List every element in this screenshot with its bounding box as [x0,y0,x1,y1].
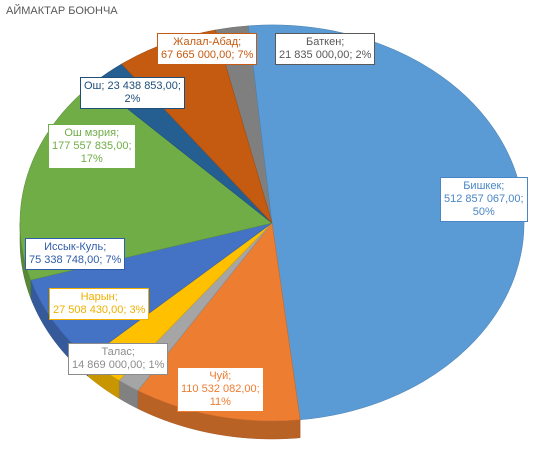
data-label-line: 14 869 000,00; 1% [72,359,165,371]
data-label-5: Иссык-Куль; 75 338 748,00; 7% [25,238,126,270]
data-label-3: Талас; 14 869 000,00; 1% [68,343,169,375]
data-label-line: 50% [472,206,495,218]
data-label-line: 2% [124,93,141,105]
data-label-line: 75 338 748,00; 7% [29,254,122,266]
data-label-0: Баткен; 21 835 000,00; 2% [275,33,376,65]
data-label-6: Ош мэрия; 177 557 835,00; 17% [48,124,136,169]
data-label-line: Бишкек; [463,180,505,192]
data-label-2: Чуй; 110 532 082,00; 11% [177,367,264,412]
data-label-line: Ош; 23 438 853,00; [84,80,181,92]
chart-title: АЙМАКТАР БОЮНЧА [6,5,118,17]
data-label-line: Иссык-Куль; [44,241,107,253]
data-label-line: Чуй; [209,370,232,382]
data-label-line: Талас; [101,346,135,358]
data-label-line: 27 508 430,00; 3% [53,304,146,316]
data-label-line: Баткен; [306,36,345,48]
data-label-1: Бишкек; 512 857 067,00; 50% [440,177,528,222]
data-label-4: Нарын; 27 508 430,00; 3% [49,288,150,320]
data-label-line: Нарын; [80,291,118,303]
data-label-line: Жалал-Абад; [173,36,242,48]
data-label-8: Жалал-Абад; 67 665 000,00; 7% [157,33,258,65]
data-label-line: 177 557 835,00; [52,140,132,152]
data-label-7: Ош; 23 438 853,00; 2% [80,77,185,109]
data-label-line: 11% [209,396,231,408]
data-label-line: 17% [80,153,103,165]
data-label-line: Ош мэрия; [64,127,120,139]
data-label-line: 110 532 082,00; [181,383,260,395]
data-label-line: 21 835 000,00; 2% [279,49,372,61]
data-label-line: 67 665 000,00; 7% [161,49,254,61]
data-label-line: 512 857 067,00; [444,193,524,205]
